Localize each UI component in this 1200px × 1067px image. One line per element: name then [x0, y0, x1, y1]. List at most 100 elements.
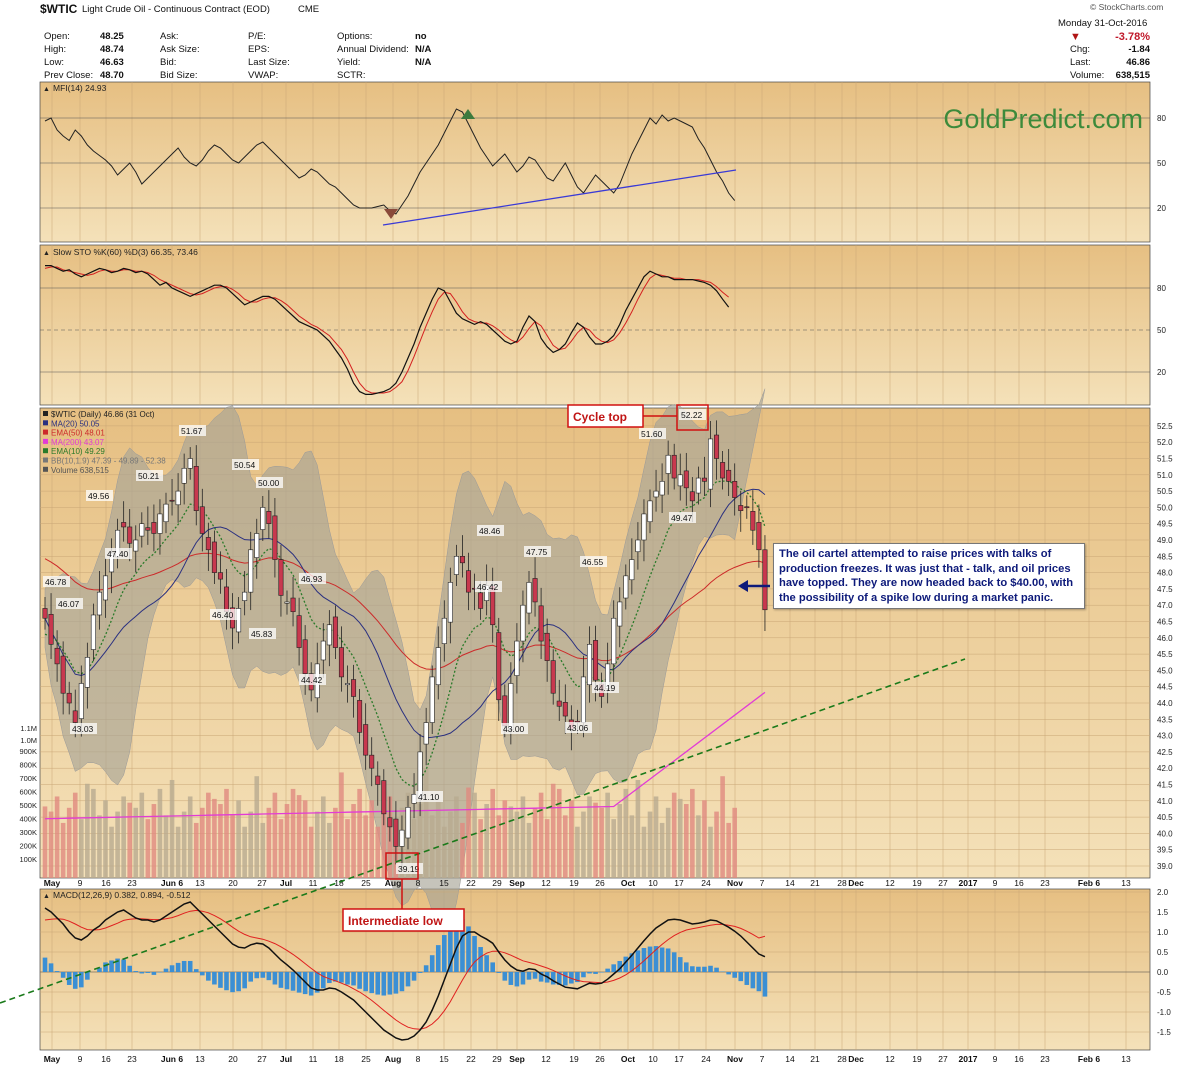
analysis-note: The oil cartel attempted to raise prices… — [773, 543, 1085, 609]
volume-bar — [230, 815, 235, 878]
x-tick-label: 20 — [228, 1054, 238, 1064]
volume-bar — [569, 800, 574, 878]
candle-body — [447, 582, 453, 623]
macd-histogram-bar — [484, 955, 489, 972]
price-tick: 46.5 — [1157, 618, 1173, 627]
volume-tick: 300K — [19, 828, 37, 837]
macd-histogram-bar — [514, 972, 520, 987]
volume-bar — [151, 804, 157, 878]
candle-body — [556, 700, 562, 707]
price-tick: 51.5 — [1157, 455, 1173, 464]
volume-bar — [575, 826, 580, 878]
macd-histogram-bar — [684, 962, 689, 972]
macd-histogram-bar — [653, 946, 659, 972]
macd-histogram-bar — [605, 968, 610, 972]
macd-histogram-bar — [381, 972, 387, 996]
legend-swatch — [43, 438, 48, 444]
candle-body — [248, 549, 254, 593]
sto-title: Slow STO %K(60) %D(3) 66.35, 73.46 — [53, 247, 198, 257]
volume-bar — [466, 787, 471, 878]
candle-body — [254, 533, 260, 558]
x-tick-label: 19 — [912, 1054, 922, 1064]
candle-body — [726, 469, 732, 482]
macd-histogram-bar — [387, 972, 393, 995]
volume-bar — [520, 796, 526, 878]
price-label: 43.06 — [567, 723, 589, 733]
macd-histogram-bar — [363, 972, 368, 992]
candle-body — [320, 640, 326, 661]
cycle-top-callout: Cycle top — [567, 404, 709, 431]
macd-histogram-bar — [97, 967, 102, 972]
field-value-a2: 46.63 — [100, 57, 124, 68]
macd-histogram-bar — [103, 962, 108, 972]
volume-bar — [659, 822, 665, 878]
volume-bar — [48, 811, 54, 878]
volume-tick: 400K — [19, 815, 37, 824]
legend-swatch — [43, 429, 48, 435]
x-tick-label: 10 — [648, 1054, 658, 1064]
x-tick-label: 15 — [439, 878, 449, 888]
candle-body — [701, 477, 707, 482]
volume-bar — [502, 800, 508, 878]
price-label: 52.22 — [681, 410, 703, 420]
price-tick: 45.5 — [1157, 650, 1173, 659]
ma200-line — [44, 691, 766, 820]
price-tick: 39.0 — [1157, 862, 1173, 871]
macd-histogram-bar — [351, 972, 356, 986]
x-tick-label: Feb 6 — [1078, 1054, 1100, 1064]
macd-histogram-bar — [193, 969, 199, 972]
macd-histogram-bar — [550, 972, 556, 985]
candle-body — [163, 503, 169, 523]
price-label: 49.47 — [671, 513, 693, 523]
volume-bar — [714, 811, 719, 878]
volume-tick: 700K — [19, 774, 37, 783]
candle-body — [290, 597, 296, 613]
x-tick-label: Jul — [280, 878, 292, 888]
x-tick-label: 13 — [1121, 1054, 1131, 1064]
candle-body — [175, 490, 181, 506]
candle-body — [181, 467, 187, 484]
volume-bar — [115, 811, 120, 878]
field-label-b2: Bid: — [160, 57, 177, 68]
price-label: 50.00 — [258, 478, 280, 488]
candle-body — [683, 470, 689, 489]
price-label-bg — [679, 409, 706, 420]
price-label-bg — [639, 428, 666, 439]
macd-histogram-bar — [532, 972, 538, 979]
macd-tick: -0.5 — [1157, 988, 1171, 997]
macd-histogram-bar — [308, 972, 314, 996]
instrument-name: Light Crude Oil - Continuous Contract (E… — [82, 4, 270, 15]
x-tick-label: 14 — [785, 1054, 795, 1064]
x-tick-label: Dec — [848, 878, 864, 888]
price-label-bg — [501, 723, 528, 734]
x-tick-label: Sep — [509, 878, 525, 888]
chg-label: Chg: — [1070, 44, 1091, 55]
field-value-d2: N/A — [415, 57, 432, 68]
candle-body — [278, 559, 284, 596]
candle-body — [393, 818, 399, 847]
macd-histogram-bar — [42, 957, 48, 972]
candle-body — [344, 683, 350, 686]
volume-bar — [66, 807, 72, 878]
volume-bar — [42, 806, 48, 878]
volume-bar — [345, 819, 350, 878]
macd-tick: 1.0 — [1157, 928, 1169, 937]
volume-tick: 1.1M — [20, 724, 37, 733]
candle-body — [381, 780, 387, 815]
candle-body — [593, 640, 599, 681]
legend-entry: EMA(50) 48.01 — [51, 429, 105, 438]
price-label-bg — [136, 470, 163, 481]
x-tick-label: 27 — [938, 1054, 948, 1064]
x-tick-label: 19 — [569, 1054, 579, 1064]
volume-bar — [665, 807, 671, 878]
macd-tick: 2.0 — [1157, 888, 1169, 897]
candle-body — [224, 586, 230, 613]
price-label-bg — [565, 722, 592, 733]
volume-bar — [671, 792, 677, 878]
volume-bar — [145, 819, 151, 878]
volume-bar — [641, 826, 647, 878]
field-label-b3: Bid Size: — [160, 70, 198, 81]
candle-body — [623, 575, 629, 599]
macd-histogram-bar — [623, 956, 629, 972]
field-label-d2: Yield: — [337, 57, 361, 68]
